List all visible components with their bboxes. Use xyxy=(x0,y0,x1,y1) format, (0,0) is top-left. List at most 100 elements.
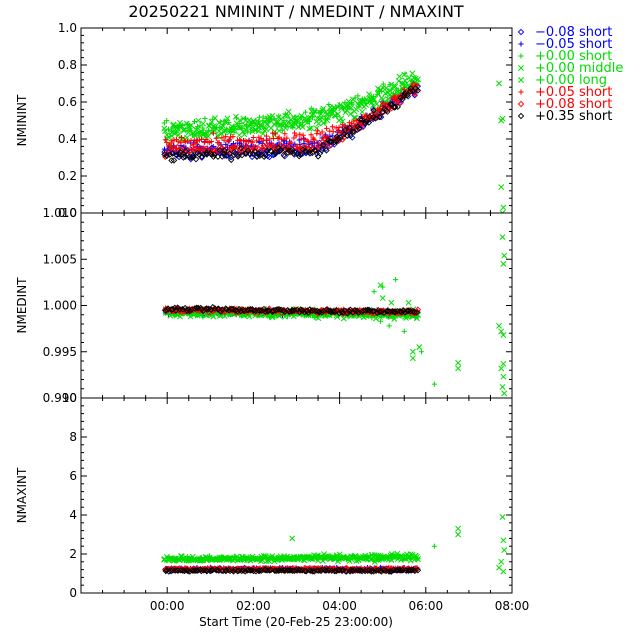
data-point xyxy=(301,140,307,146)
data-point xyxy=(383,85,390,92)
data-point xyxy=(278,115,285,122)
data-point xyxy=(180,127,187,134)
data-point xyxy=(370,107,377,114)
data-point xyxy=(197,132,204,139)
outlier-point xyxy=(500,360,507,367)
data-point xyxy=(362,307,369,314)
data-point xyxy=(280,566,287,574)
legend-label: +0.00 long xyxy=(535,73,607,88)
data-point xyxy=(265,555,272,561)
data-point xyxy=(347,132,354,139)
x-tick-label: 04:00 xyxy=(322,599,357,613)
data-point xyxy=(251,148,259,155)
data-point xyxy=(250,139,256,145)
y-tick-label: 0.990 xyxy=(43,391,77,405)
data-point xyxy=(335,135,342,142)
data-point xyxy=(308,125,315,132)
data-point xyxy=(324,114,331,121)
data-point xyxy=(210,130,217,136)
data-point xyxy=(206,122,213,129)
data-point xyxy=(280,151,287,159)
data-point xyxy=(301,309,308,316)
data-point xyxy=(245,555,251,562)
y-tick-label: 0.0 xyxy=(58,206,77,220)
outlier-point xyxy=(393,277,399,283)
legend-entry: +0.05 short xyxy=(518,85,612,100)
data-point xyxy=(247,124,254,131)
outlier-point xyxy=(289,535,296,542)
outlier-points xyxy=(289,513,508,575)
outlier-point xyxy=(498,365,505,372)
data-point xyxy=(324,552,331,559)
data-point xyxy=(186,555,193,562)
data-point xyxy=(406,88,414,95)
data-point xyxy=(335,110,341,117)
data-point xyxy=(227,156,235,164)
data-point xyxy=(277,121,284,128)
data-point xyxy=(195,117,202,124)
legend-label: −0.05 short xyxy=(535,37,612,52)
outlier-points xyxy=(496,80,507,213)
data-point xyxy=(223,141,229,147)
data-point xyxy=(308,132,314,138)
data-point xyxy=(337,102,344,109)
data-point xyxy=(394,550,401,557)
data-point xyxy=(213,135,219,141)
outlier-point xyxy=(500,204,507,211)
data-point xyxy=(334,566,342,574)
data-point xyxy=(332,567,340,575)
x-tick-label: 02:00 xyxy=(236,599,271,613)
data-point xyxy=(244,143,251,151)
data-point xyxy=(382,567,389,574)
data-point xyxy=(198,567,205,575)
legend: −0.08 short−0.05 short+0.00 short+0.00 m… xyxy=(517,25,623,124)
data-point xyxy=(376,113,383,121)
outlier-point xyxy=(377,318,384,324)
data-point xyxy=(174,567,182,574)
data-point xyxy=(313,125,320,132)
data-point xyxy=(163,553,170,560)
legend-marker xyxy=(517,28,525,36)
data-point xyxy=(297,306,304,313)
data-point xyxy=(375,90,381,97)
data-point xyxy=(286,566,294,574)
data-point xyxy=(351,114,357,121)
data-point xyxy=(312,147,319,154)
outlier-point xyxy=(501,252,508,259)
data-point xyxy=(191,131,198,138)
data-point xyxy=(411,567,419,575)
data-point xyxy=(337,126,344,133)
data-point xyxy=(380,309,388,317)
legend-entry: +0.00 long xyxy=(518,73,607,88)
data-point xyxy=(282,125,289,132)
data-point xyxy=(168,305,176,313)
data-point xyxy=(406,74,413,81)
data-point xyxy=(188,122,195,129)
data-point xyxy=(276,122,283,129)
data-point xyxy=(322,108,329,115)
outlier-point xyxy=(455,359,462,366)
data-point xyxy=(403,314,409,321)
data-point xyxy=(224,152,232,160)
data-point xyxy=(331,112,338,119)
data-point xyxy=(290,307,298,314)
data-point xyxy=(351,306,359,314)
legend-marker xyxy=(517,100,525,108)
data-point xyxy=(315,315,322,322)
data-point xyxy=(351,118,357,124)
data-point xyxy=(285,147,293,154)
data-marks xyxy=(161,70,508,575)
data-point xyxy=(187,154,195,161)
data-point xyxy=(276,566,283,574)
data-point xyxy=(250,118,257,124)
data-point xyxy=(355,309,362,316)
data-point xyxy=(369,308,377,315)
data-point xyxy=(354,123,361,130)
legend-label: −0.08 short xyxy=(535,25,612,40)
outlier-point xyxy=(500,260,507,267)
y-tick-label: 6 xyxy=(69,469,77,483)
data-point xyxy=(256,567,263,575)
data-point xyxy=(414,87,422,94)
data-point xyxy=(247,306,254,313)
outlier-point xyxy=(431,543,438,549)
